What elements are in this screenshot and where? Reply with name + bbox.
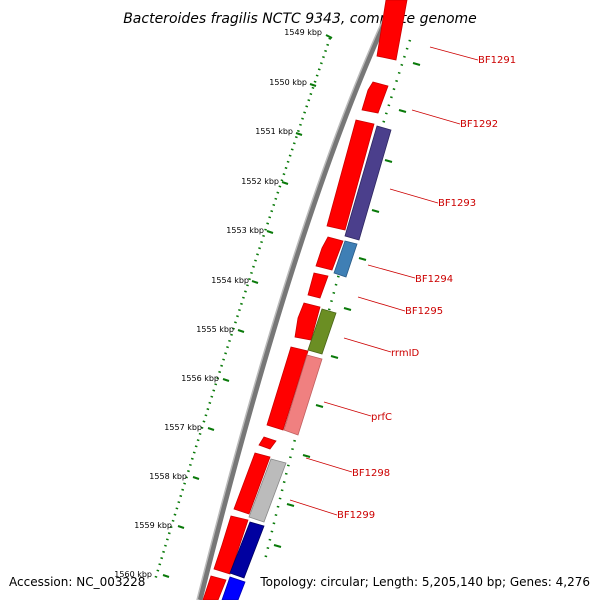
leader-line xyxy=(411,109,461,125)
leader-line xyxy=(367,264,416,279)
cds-feature xyxy=(361,81,389,114)
cds-feature xyxy=(266,346,309,431)
feature-bar-gray xyxy=(248,458,287,523)
tick-label: 1550 kbp xyxy=(269,78,307,87)
cds-feature xyxy=(233,452,271,515)
gene-label: BF1299 xyxy=(337,510,375,521)
tick-label: 1555 kbp xyxy=(196,325,234,334)
gene-label: BF1295 xyxy=(405,306,443,317)
scale-ring-outer xyxy=(153,37,332,581)
feature-bar-salmon xyxy=(283,354,323,436)
tick-mark xyxy=(266,230,274,234)
inner-tick-marks xyxy=(273,62,421,548)
inner-tick xyxy=(412,62,421,66)
cds-feature xyxy=(202,575,227,600)
cds-feature xyxy=(326,119,375,231)
inner-tick xyxy=(286,503,295,507)
tick-marks xyxy=(162,34,333,578)
gene-label: BF1292 xyxy=(460,119,498,130)
inner-tick xyxy=(343,307,352,311)
leader-line xyxy=(323,401,372,417)
tick-mark xyxy=(162,574,170,578)
cds-feature xyxy=(294,302,321,341)
tick-mark xyxy=(325,34,333,39)
scale-ring-inner xyxy=(263,39,412,561)
map-title: Bacteroides fragilis NCTC 9343, complete… xyxy=(123,11,477,27)
tick-mark xyxy=(251,280,259,284)
inner-tick xyxy=(302,454,311,458)
reverse-strand-features xyxy=(221,125,392,600)
tick-label: 1552 kbp xyxy=(241,177,279,186)
tick-label: 1557 kbp xyxy=(164,423,202,432)
accession-text: Accession: NC_003228 xyxy=(9,575,145,589)
tick-mark xyxy=(237,329,245,333)
inner-tick xyxy=(315,404,324,408)
tick-label: 1559 kbp xyxy=(134,521,172,530)
forward-strand-features xyxy=(202,0,408,600)
tick-label: 1556 kbp xyxy=(181,374,219,383)
tick-mark xyxy=(281,181,289,185)
inner-tick xyxy=(398,109,407,113)
cds-feature xyxy=(307,272,329,299)
genome-backbone-highlight xyxy=(196,0,393,600)
cds-feature xyxy=(258,436,277,450)
gene-label: BF1294 xyxy=(415,274,453,285)
leader-line xyxy=(305,457,353,473)
tick-label: 1560 kbp xyxy=(114,570,152,579)
cds-feature xyxy=(315,236,344,271)
tick-mark xyxy=(309,83,317,87)
gene-label: prfC xyxy=(371,412,392,423)
tick-mark xyxy=(222,378,230,382)
cds-feature xyxy=(376,0,408,61)
tick-mark xyxy=(177,525,185,529)
inner-tick xyxy=(273,544,282,548)
feature-bar-steelblue xyxy=(333,240,358,278)
tick-label: 1553 kbp xyxy=(226,226,264,235)
tick-label: 1549 kbp xyxy=(284,28,322,37)
topology-summary: Topology: circular; Length: 5,205,140 bp… xyxy=(259,575,590,589)
tick-label: 1558 kbp xyxy=(149,472,187,481)
leader-line xyxy=(343,337,392,353)
leader-line xyxy=(429,46,479,61)
inner-tick xyxy=(371,209,380,213)
genome-backbone xyxy=(197,0,398,600)
feature-bar-olive xyxy=(307,308,337,355)
leader-line xyxy=(389,188,439,204)
leader-line xyxy=(357,296,406,312)
feature-bar-navy xyxy=(229,521,265,579)
leader-line xyxy=(289,499,338,516)
gene-label-leaders xyxy=(289,46,479,516)
gene-label: BF1298 xyxy=(352,468,390,479)
gene-label: BF1291 xyxy=(478,55,516,66)
tick-label: 1551 kbp xyxy=(255,127,293,136)
gene-label: BF1293 xyxy=(438,198,476,209)
inner-tick xyxy=(358,257,367,261)
tick-label: 1554 kbp xyxy=(211,276,249,285)
feature-bar-purple xyxy=(344,125,392,241)
feature-bar-blue xyxy=(221,576,246,600)
gene-label: rrmID xyxy=(391,348,420,359)
inner-tick xyxy=(330,355,339,359)
tick-mark xyxy=(295,132,303,136)
tick-mark xyxy=(192,476,200,480)
cds-feature xyxy=(213,515,249,575)
tick-mark xyxy=(207,427,215,431)
inner-tick xyxy=(384,159,393,163)
